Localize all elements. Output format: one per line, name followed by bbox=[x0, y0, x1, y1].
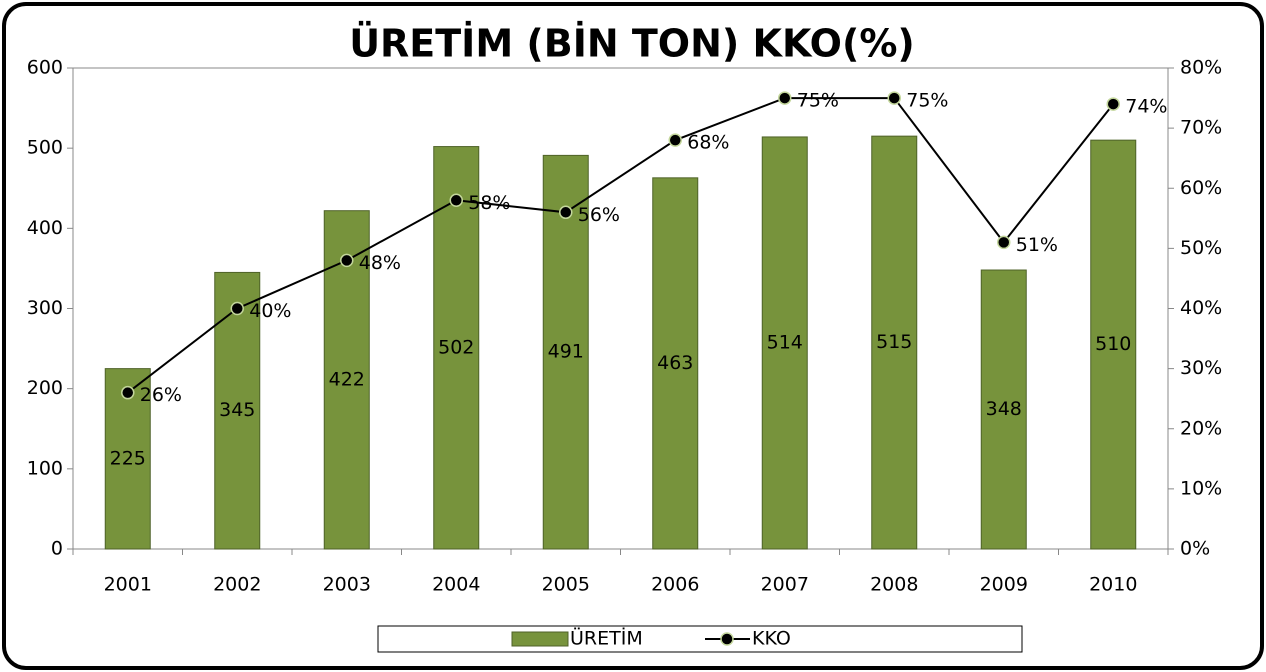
bar bbox=[433, 146, 480, 550]
line-value-label: 51% bbox=[1016, 234, 1058, 256]
y-tick-label: 0 bbox=[51, 538, 63, 560]
y-tick-label: 600 bbox=[27, 57, 63, 79]
line-value-label: 56% bbox=[578, 204, 620, 226]
x-tick-label: 2003 bbox=[323, 574, 371, 596]
line-marker bbox=[230, 301, 244, 316]
line-marker bbox=[887, 91, 901, 105]
line-value-label: 74% bbox=[1125, 96, 1167, 118]
bar bbox=[1090, 139, 1137, 550]
legend-label: KKO bbox=[752, 628, 791, 650]
legend-swatch bbox=[511, 631, 569, 647]
y-tick-label: 200 bbox=[27, 377, 63, 399]
y2-tick-label: 60% bbox=[1180, 177, 1222, 199]
line-marker bbox=[559, 205, 573, 220]
line-marker bbox=[778, 91, 792, 105]
x-tick-label: 2004 bbox=[432, 574, 480, 596]
y-tick-label: 300 bbox=[27, 297, 63, 319]
bar-value-label: 510 bbox=[1095, 333, 1131, 355]
line-marker bbox=[340, 253, 354, 268]
bar-value-label: 515 bbox=[876, 331, 912, 353]
bar bbox=[761, 136, 808, 550]
legend-label: ÜRETİM bbox=[570, 627, 643, 650]
line-value-label: 75% bbox=[906, 90, 948, 112]
bar-value-label: 225 bbox=[110, 447, 146, 469]
bar-value-label: 348 bbox=[986, 398, 1022, 420]
line-value-label: 48% bbox=[359, 252, 401, 274]
y2-tick-label: 80% bbox=[1180, 57, 1222, 79]
line-value-label: 26% bbox=[140, 384, 182, 406]
y2-tick-label: 70% bbox=[1180, 117, 1222, 139]
x-tick-label: 2002 bbox=[213, 574, 261, 596]
legend-box bbox=[377, 625, 1023, 653]
bar-value-label: 514 bbox=[767, 331, 803, 353]
bar-value-label: 502 bbox=[438, 336, 474, 358]
y2-tick-label: 50% bbox=[1180, 237, 1222, 259]
line-value-label: 68% bbox=[687, 132, 729, 154]
bar bbox=[871, 135, 918, 550]
x-tick-label: 2001 bbox=[104, 574, 152, 596]
line-marker bbox=[449, 193, 463, 208]
bar bbox=[214, 271, 261, 550]
line-marker bbox=[668, 133, 682, 147]
y-tick-label: 100 bbox=[27, 457, 63, 479]
x-tick-label: 2007 bbox=[761, 574, 809, 596]
x-tick-label: 2006 bbox=[651, 574, 699, 596]
y2-tick-label: 20% bbox=[1180, 417, 1222, 439]
line-marker bbox=[997, 235, 1011, 250]
bar-value-label: 463 bbox=[657, 352, 693, 374]
bar bbox=[542, 154, 589, 550]
legend-marker bbox=[720, 632, 734, 646]
bar bbox=[980, 269, 1027, 550]
y-tick-label: 400 bbox=[27, 217, 63, 239]
chart-title: ÜRETİM (BİN TON) KKO(%) bbox=[349, 22, 915, 66]
bar bbox=[652, 177, 699, 550]
y2-tick-label: 30% bbox=[1180, 357, 1222, 379]
x-tick-label: 2008 bbox=[870, 574, 918, 596]
y-tick-label: 500 bbox=[27, 137, 63, 159]
line-value-label: 58% bbox=[468, 192, 510, 214]
line-value-label: 40% bbox=[249, 300, 291, 322]
bar-value-label: 345 bbox=[219, 399, 255, 421]
bar-value-label: 422 bbox=[329, 368, 365, 390]
line-marker bbox=[121, 385, 135, 400]
x-tick-label: 2005 bbox=[542, 574, 590, 596]
x-tick-label: 2010 bbox=[1089, 574, 1137, 596]
line-marker bbox=[1106, 97, 1120, 111]
y2-tick-label: 40% bbox=[1180, 297, 1222, 319]
y2-tick-label: 10% bbox=[1180, 477, 1222, 499]
y2-tick-label: 0% bbox=[1180, 538, 1210, 560]
x-tick-label: 2009 bbox=[980, 574, 1028, 596]
line-value-label: 75% bbox=[797, 90, 839, 112]
line bbox=[127, 97, 1115, 394]
bar-value-label: 491 bbox=[548, 341, 584, 363]
